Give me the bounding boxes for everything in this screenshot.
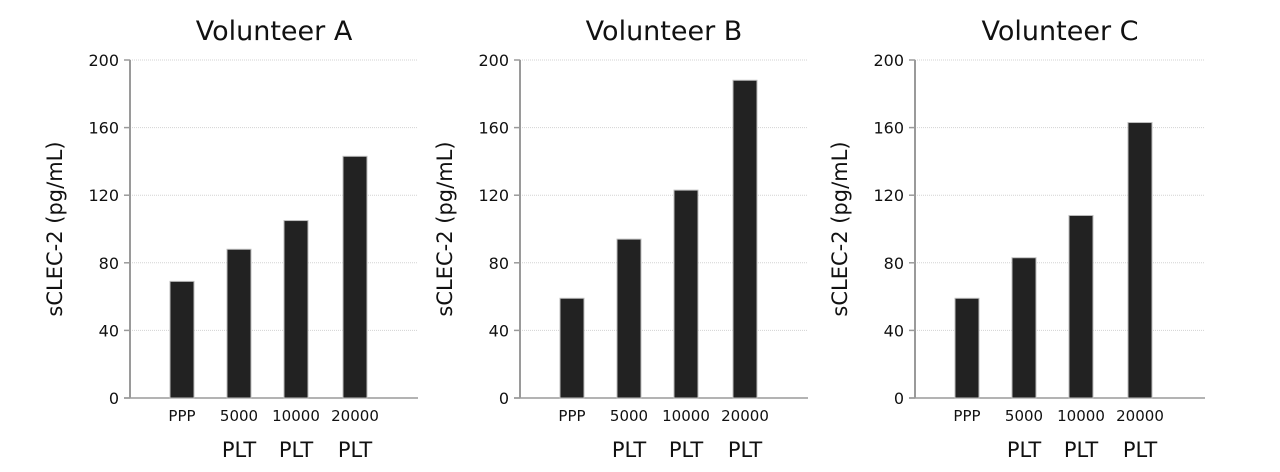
x-tick-label: 5000 — [1005, 407, 1043, 425]
y-tick-label: 0 — [894, 389, 904, 408]
y-tick-label: 80 — [99, 254, 119, 273]
x-tick-unit: PLT — [222, 438, 256, 462]
y-tick-label: 120 — [478, 186, 509, 205]
chart-panel: 0 40 80 120 160 200 sCLEC-2 (pg/mL) Volunteer C… — [828, 16, 1205, 462]
y-tick-label: 40 — [99, 321, 119, 340]
bar — [559, 297, 585, 399]
y-tick-label: 0 — [109, 389, 119, 408]
chart-title: Volunteer A — [196, 16, 353, 47]
bar — [673, 189, 699, 399]
bar — [616, 238, 642, 399]
x-tick-label: 20000 — [331, 407, 379, 425]
y-tick-label: 200 — [88, 51, 119, 70]
y-axis-label: sCLEC-2 (pg/mL) — [43, 141, 67, 316]
x-tick-label: 10000 — [272, 407, 320, 425]
y-tick-label: 120 — [873, 186, 904, 205]
bar — [283, 220, 309, 399]
bar — [226, 248, 252, 399]
y-tick-label: 200 — [873, 51, 904, 70]
x-tick-label: 5000 — [610, 407, 648, 425]
x-tick-label: 20000 — [721, 407, 769, 425]
chart-title: Volunteer C — [982, 16, 1139, 47]
bar — [1127, 122, 1153, 399]
x-tick-label: 10000 — [662, 407, 710, 425]
y-tick-label: 80 — [884, 254, 904, 273]
x-tick-unit: PLT — [612, 438, 646, 462]
y-axis-label: sCLEC-2 (pg/mL) — [828, 141, 852, 316]
x-tick-label: 20000 — [1116, 407, 1164, 425]
x-tick-unit: PLT — [1064, 438, 1098, 462]
x-tick-unit: PLT — [279, 438, 313, 462]
y-tick-label: 160 — [88, 119, 119, 138]
y-tick-label: 0 — [499, 389, 509, 408]
y-tick-label: 120 — [88, 186, 119, 205]
x-tick-unit: PLT — [669, 438, 703, 462]
x-tick-label: 10000 — [1057, 407, 1105, 425]
y-tick-label: 160 — [873, 119, 904, 138]
bar — [169, 280, 195, 399]
bar — [732, 79, 758, 399]
y-tick-label: 40 — [489, 321, 509, 340]
y-tick-label: 40 — [884, 321, 904, 340]
x-tick-unit: PLT — [1123, 438, 1157, 462]
chart-title: Volunteer B — [586, 16, 743, 47]
y-tick-label: 200 — [478, 51, 509, 70]
chart-panel: 0 40 80 120 160 200 sCLEC-2 (pg/mL) Volunteer B… — [433, 16, 808, 462]
y-tick-label: 80 — [489, 254, 509, 273]
x-tick-label: 5000 — [220, 407, 258, 425]
y-axis-label: sCLEC-2 (pg/mL) — [433, 141, 457, 316]
y-tick-label: 160 — [478, 119, 509, 138]
bar — [1011, 257, 1037, 399]
x-tick-unit: PLT — [338, 438, 372, 462]
x-tick-label: PPP — [168, 407, 195, 425]
bar — [1068, 214, 1094, 399]
chart-panel: 0 40 80 120 160 200 sCLEC-2 (pg/mL) Volunteer A… — [43, 16, 418, 462]
x-tick-unit: PLT — [728, 438, 762, 462]
x-tick-label: PPP — [953, 407, 980, 425]
bar — [954, 297, 980, 399]
x-tick-label: PPP — [558, 407, 585, 425]
x-tick-unit: PLT — [1007, 438, 1041, 462]
bar — [342, 155, 368, 399]
